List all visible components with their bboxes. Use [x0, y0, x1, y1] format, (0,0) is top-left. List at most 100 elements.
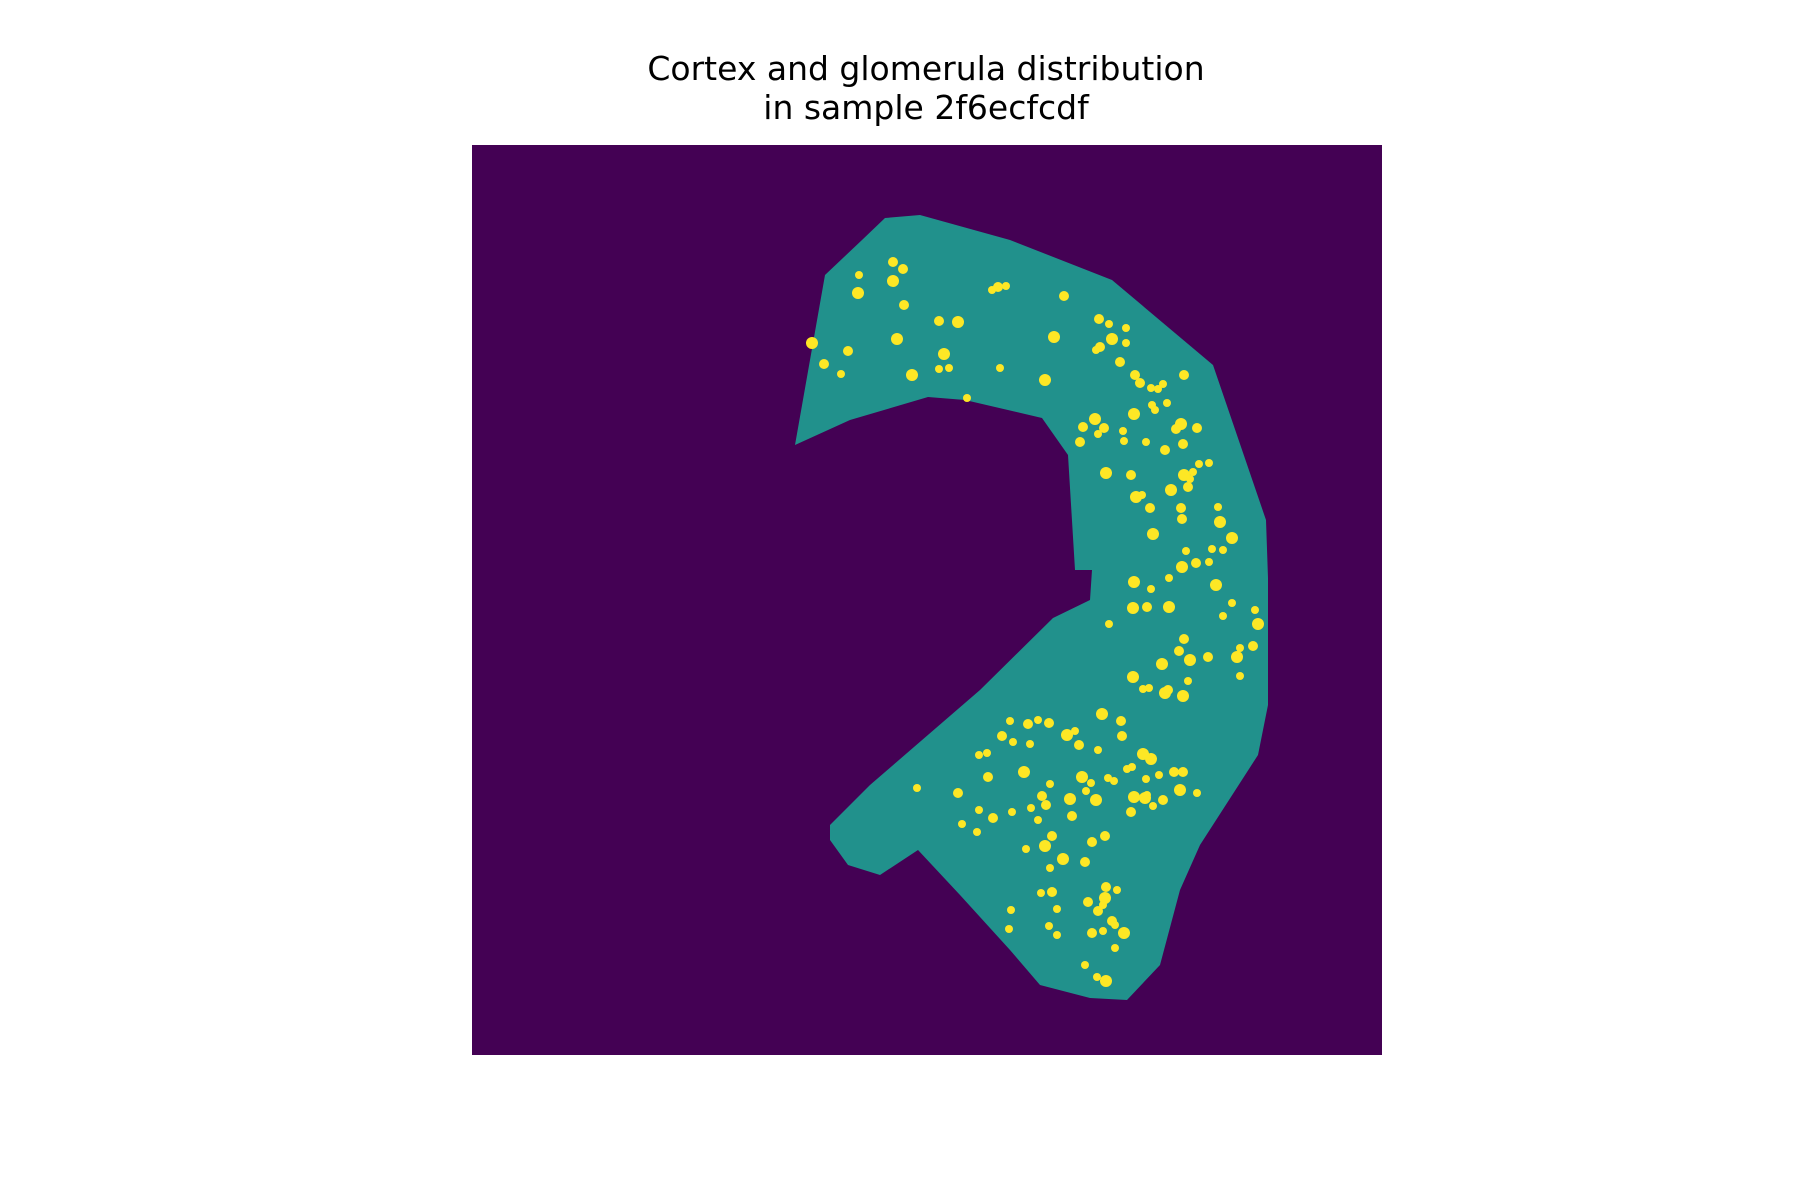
glomerulus-spot — [1007, 906, 1015, 914]
glomerulus-spot — [1163, 399, 1171, 407]
glomerulus-spot — [1087, 837, 1097, 847]
glomerulus-spot — [1046, 780, 1054, 788]
glomerulus-spot — [1105, 620, 1113, 628]
glomerulus-spot — [1037, 791, 1047, 801]
glomerulus-spot — [1083, 897, 1093, 907]
glomerulus-spot — [1094, 314, 1104, 324]
glomerulus-spot — [1023, 719, 1033, 729]
glomerulus-spot — [837, 370, 845, 378]
glomerulus-spot — [852, 287, 864, 299]
glomerulus-spot — [1037, 889, 1045, 897]
glomerulus-spot — [1226, 532, 1238, 544]
glomerulus-spot — [1044, 718, 1054, 728]
glomerulus-spot — [1127, 671, 1139, 683]
glomerulus-spot — [1046, 864, 1054, 872]
glomerulus-spot — [1101, 882, 1111, 892]
glomerulus-spot — [1119, 427, 1127, 435]
glomerulus-spot — [934, 316, 944, 326]
glomerulus-spot — [1142, 775, 1150, 783]
glomerulus-spot — [1165, 484, 1177, 496]
glomerulus-spot — [1231, 651, 1243, 663]
glomerulus-spot — [1184, 654, 1196, 666]
glomerulus-spot — [913, 784, 921, 792]
glomerulus-spot — [1027, 804, 1035, 812]
glomerulus-spot — [1094, 746, 1102, 754]
glomerulus-spot — [1071, 727, 1079, 735]
glomerulus-spot — [1006, 717, 1014, 725]
glomerulus-spot — [1078, 422, 1088, 432]
glomerulus-spot — [1174, 646, 1184, 656]
glomerulus-spot — [1100, 831, 1110, 841]
glomerulus-spot — [1236, 644, 1244, 652]
glomerulus-spot — [1155, 771, 1163, 779]
glomerulus-spot — [1105, 320, 1113, 328]
glomerulus-spot — [1192, 423, 1202, 433]
glomerulus-spot — [1205, 459, 1213, 467]
glomerulus-spot — [806, 337, 818, 349]
glomerulus-spot — [1122, 339, 1130, 347]
glomerulus-spot — [1100, 467, 1112, 479]
glomerulus-spot — [988, 813, 998, 823]
glomerulus-spot — [1100, 975, 1112, 987]
glomerulus-spot — [1214, 503, 1222, 511]
glomerulus-spot — [1047, 831, 1057, 841]
glomerulus-spot — [1178, 439, 1188, 449]
glomerulus-spot — [1248, 641, 1258, 651]
glomerulus-spot — [953, 788, 963, 798]
glomerulus-spot — [1093, 973, 1101, 981]
glomerulus-spot — [1149, 802, 1157, 810]
glomerulus-spot — [997, 731, 1007, 741]
glomerulus-spot — [935, 365, 943, 373]
glomerulus-spot — [1191, 558, 1201, 568]
glomerulus-spot — [1138, 491, 1146, 499]
glomerulus-spot — [843, 346, 853, 356]
glomerulus-spot — [1116, 716, 1126, 726]
glomerulus-spot — [1089, 413, 1101, 425]
glomerulus-spot — [1057, 853, 1069, 865]
glomerulus-spot — [1228, 599, 1236, 607]
glomerulus-spot — [888, 257, 898, 267]
glomerulus-spot — [1219, 546, 1227, 554]
glomerulus-spot — [1195, 460, 1203, 468]
glomerulus-spot — [1075, 437, 1085, 447]
glomerulus-spot — [1128, 576, 1140, 588]
glomerulus-spot — [1067, 811, 1077, 821]
glomerulus-spot — [1156, 658, 1168, 670]
glomerulus-spot — [1096, 708, 1108, 720]
glomerulus-spot — [1082, 787, 1090, 795]
glomerulus-spot — [1008, 808, 1016, 816]
glomerulus-spot — [1147, 585, 1155, 593]
glomerulus-spot — [1135, 378, 1145, 388]
glomerulus-spot — [983, 749, 991, 757]
glomerulus-spot — [1147, 384, 1155, 392]
glomerulus-spot — [1034, 716, 1042, 724]
glomerulus-spot — [1143, 791, 1151, 799]
glomerulus-spot — [1111, 944, 1119, 952]
glomerulus-spot — [1039, 374, 1051, 386]
glomerulus-spot — [1026, 740, 1034, 748]
glomerulus-spot — [1113, 886, 1121, 894]
glomerulus-spot — [1074, 740, 1084, 750]
glomerulus-spot — [1158, 795, 1168, 805]
glomerulus-spot — [1163, 601, 1175, 613]
glomerulus-spot — [1127, 602, 1139, 614]
glomerulus-spot — [1126, 807, 1136, 817]
glomerulus-spot — [1177, 514, 1187, 524]
glomerulus-spot — [1165, 574, 1173, 582]
glomerulus-spot — [1041, 800, 1051, 810]
glomerulus-spot — [898, 264, 908, 274]
glomerulus-spot — [1203, 652, 1213, 662]
glomerulus-spot — [938, 348, 950, 360]
glomerulus-spot — [1145, 503, 1155, 513]
glomerulus-spot — [952, 316, 964, 328]
glomerulus-spot — [1047, 887, 1057, 897]
glomerulus-spot — [1142, 438, 1150, 446]
glomerulus-spot — [1081, 961, 1089, 969]
glomerulus-spot — [1179, 634, 1189, 644]
glomerulus-spot — [1193, 789, 1201, 797]
glomerulus-spot — [1039, 840, 1051, 852]
glomerulus-spot — [1189, 468, 1197, 476]
glomerulus-spot — [1099, 901, 1107, 909]
glomerulus-spot — [996, 364, 1004, 372]
glomerulus-spot — [1210, 579, 1222, 591]
